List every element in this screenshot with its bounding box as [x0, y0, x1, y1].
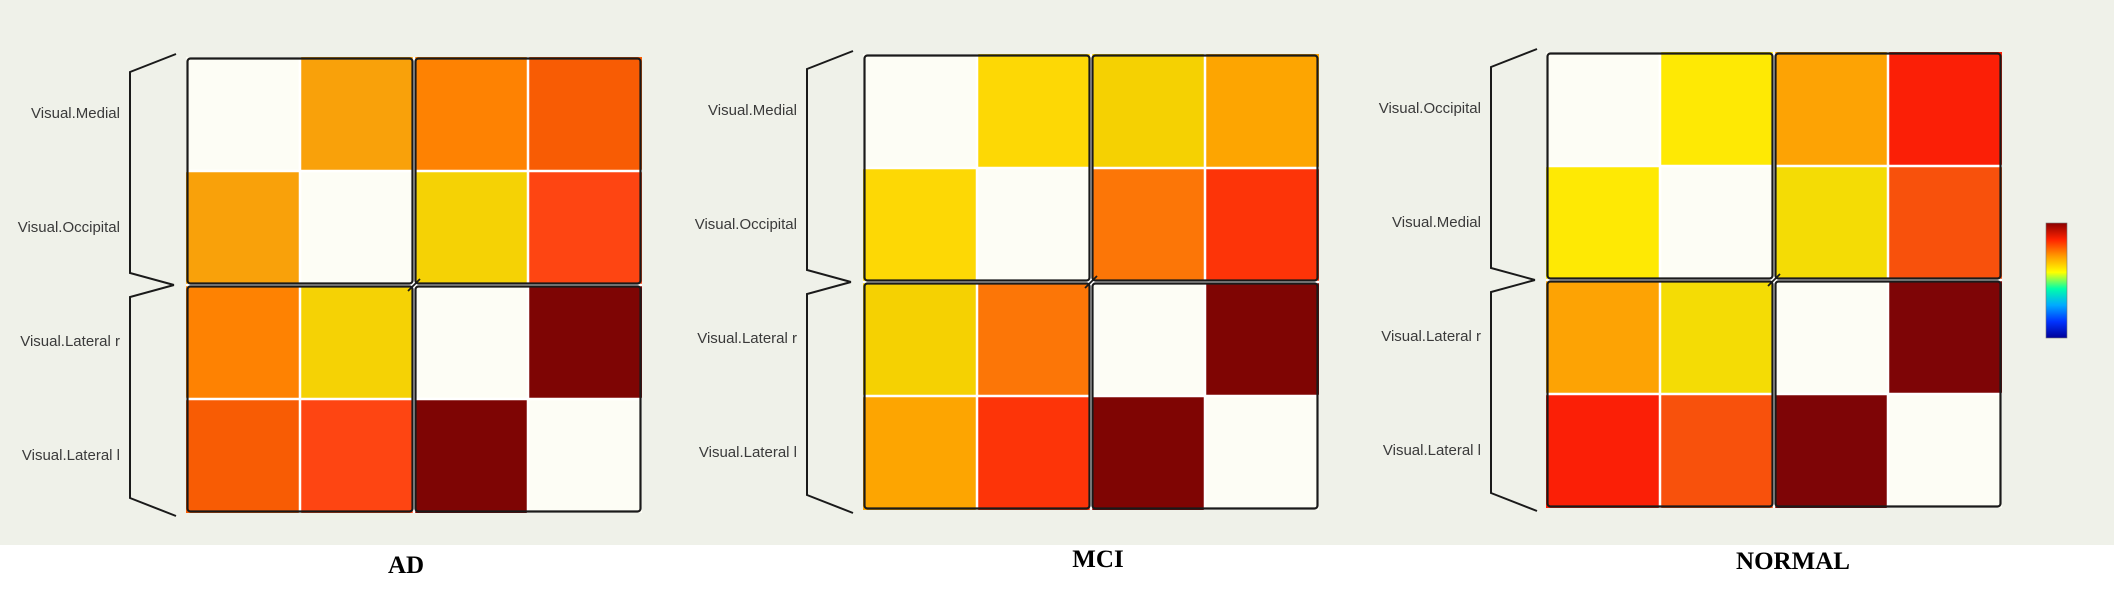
heatmap-cell [1660, 166, 1774, 280]
panel-title: NORMAL [1736, 548, 1850, 575]
heatmap-cell [1774, 280, 1888, 394]
group-block-outline [863, 282, 1091, 510]
heatmap-cell [977, 168, 1091, 282]
heatmap-cell [863, 282, 977, 396]
heatmap-cell [1888, 52, 2002, 166]
heatmap-cell [186, 171, 300, 285]
group-block-outline [1546, 280, 1774, 508]
row-label: Visual.Medial [708, 102, 797, 119]
row-label: Visual.Medial [1392, 214, 1481, 231]
heatmap-cell [977, 282, 1091, 396]
heatmap-cell [528, 285, 642, 399]
heatmap-cell [1774, 394, 1888, 508]
heatmap-cell [528, 57, 642, 171]
group-bracket [1490, 48, 1538, 281]
heatmap-cell [414, 285, 528, 399]
panel-title: MCI [1072, 546, 1124, 573]
heatmap-cell [1205, 54, 1319, 168]
row-label: Visual.Lateral r [697, 330, 797, 347]
row-label: Visual.Medial [31, 105, 120, 122]
group-bracket [806, 281, 854, 514]
group-block-outline [414, 285, 642, 513]
row-label: Visual.Occipital [1378, 100, 1481, 117]
heatmap-cell [977, 396, 1091, 510]
heatmap-cell [1205, 396, 1319, 510]
row-label: Visual.Occipital [694, 216, 797, 233]
row-label: Visual.Lateral l [1382, 442, 1481, 459]
heatmap-cell [1774, 166, 1888, 280]
heatmap-cell [1660, 52, 1774, 166]
group-block-outline [414, 57, 642, 285]
group-bracket [806, 50, 854, 283]
group-bracket [129, 53, 177, 286]
heatmap-cell [300, 171, 414, 285]
heatmap-cell [186, 399, 300, 513]
group-block-outline [863, 54, 1091, 282]
block-diagonal-tick [1767, 273, 1781, 287]
heatmap-cell [414, 57, 528, 171]
group-block-outline [186, 285, 414, 513]
heatmap-cell [1888, 280, 2002, 394]
heatmap-cell [1660, 280, 1774, 394]
heatmap-cell [1546, 166, 1660, 280]
heatmap-cell [863, 168, 977, 282]
group-block-outline [1774, 52, 2002, 280]
colorbar [2045, 222, 2068, 339]
heatmap-cell [1888, 166, 2002, 280]
heatmap-cell [863, 396, 977, 510]
heatmap-cell [1546, 52, 1660, 166]
heatmap-cell [1205, 168, 1319, 282]
heatmap-cell [186, 285, 300, 399]
heatmap-cell [1091, 282, 1205, 396]
heatmap-cell [1205, 282, 1319, 396]
row-label: Visual.Lateral r [20, 333, 120, 350]
heatmap-cell [300, 285, 414, 399]
panel-title: AD [387, 552, 425, 579]
heatmap-cell [528, 399, 642, 513]
heatmap-cell [1091, 54, 1205, 168]
group-block-outline [1091, 54, 1319, 282]
heatmap-cell [414, 399, 528, 513]
row-label: Visual.Lateral l [21, 447, 120, 464]
heatmap-cell [300, 57, 414, 171]
block-diagonal-tick [1084, 275, 1098, 289]
group-bracket [1490, 279, 1538, 512]
row-label: Visual.Occipital [17, 219, 120, 236]
heatmap-cell [1091, 396, 1205, 510]
block-diagonal-tick [407, 278, 421, 292]
heatmap-cell [1546, 394, 1660, 508]
group-block-outline [186, 57, 414, 285]
row-label: Visual.Lateral l [698, 444, 797, 461]
group-block-outline [1774, 280, 2002, 508]
heatmap-cell [528, 171, 642, 285]
heatmap-cell [300, 399, 414, 513]
heatmap-cell [1546, 280, 1660, 394]
heatmap-cell [1888, 394, 2002, 508]
heatmap-cell [1091, 168, 1205, 282]
heatmap-cell [1660, 394, 1774, 508]
heatmap-cell [1774, 52, 1888, 166]
heatmap-cell [863, 54, 977, 168]
heatmap-cell [414, 171, 528, 285]
group-block-outline [1091, 282, 1319, 510]
group-bracket [129, 284, 177, 517]
heatmap-cell [186, 57, 300, 171]
group-block-outline [1546, 52, 1774, 280]
row-label: Visual.Lateral r [1381, 328, 1481, 345]
heatmap-cell [977, 54, 1091, 168]
